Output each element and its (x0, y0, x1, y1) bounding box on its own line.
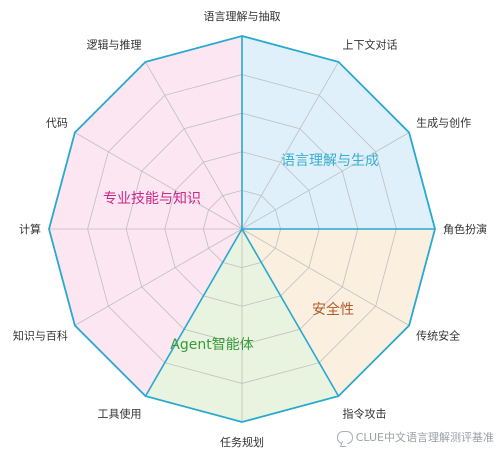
axis-label-10: 代码 (46, 117, 68, 130)
sector-boundary-2 (241, 228, 340, 397)
chat-bubble-icon (336, 430, 353, 444)
grid-spoke-1 (241, 61, 339, 230)
grid-spoke-11 (145, 61, 243, 230)
axis-label-8: 知识与百科 (13, 329, 68, 343)
outer-outline (48, 35, 436, 423)
category-label-3: 专业技能与知识 (103, 190, 201, 207)
sector-boundary-3 (144, 228, 243, 397)
axis-label-4: 传统安全 (416, 329, 460, 343)
category-label-2: Agent智能体 (170, 337, 253, 353)
axis-label-2: 生成与创作 (416, 116, 471, 130)
category-label-0: 语言理解与生成 (281, 153, 379, 169)
axis-label-11: 逻辑与推理 (87, 38, 142, 52)
axis-label-7: 工具使用 (98, 408, 142, 421)
grid-spoke-2 (241, 132, 410, 230)
grid-spoke-4 (241, 228, 410, 326)
axis-label-9: 计算 (19, 222, 41, 236)
axis-label-6: 任务规划 (220, 435, 264, 449)
grid-spoke-8 (74, 228, 243, 326)
axis-label-1: 上下文对话 (343, 38, 398, 52)
axis-label-5: 指令攻击 (343, 407, 387, 421)
grid-spoke-10 (74, 132, 243, 230)
sector-1 (242, 229, 435, 397)
sector-0 (242, 36, 435, 229)
axis-label-3: 角色扮演 (443, 222, 487, 236)
watermark: CLUE中文语言理解测评基准 (336, 429, 494, 445)
category-label-1: 安全性 (312, 301, 354, 318)
axis-label-0: 语言理解与抽取 (204, 9, 281, 23)
outer-polygon (48, 35, 436, 423)
watermark-text: CLUE中文语言理解测评基准 (355, 431, 494, 444)
